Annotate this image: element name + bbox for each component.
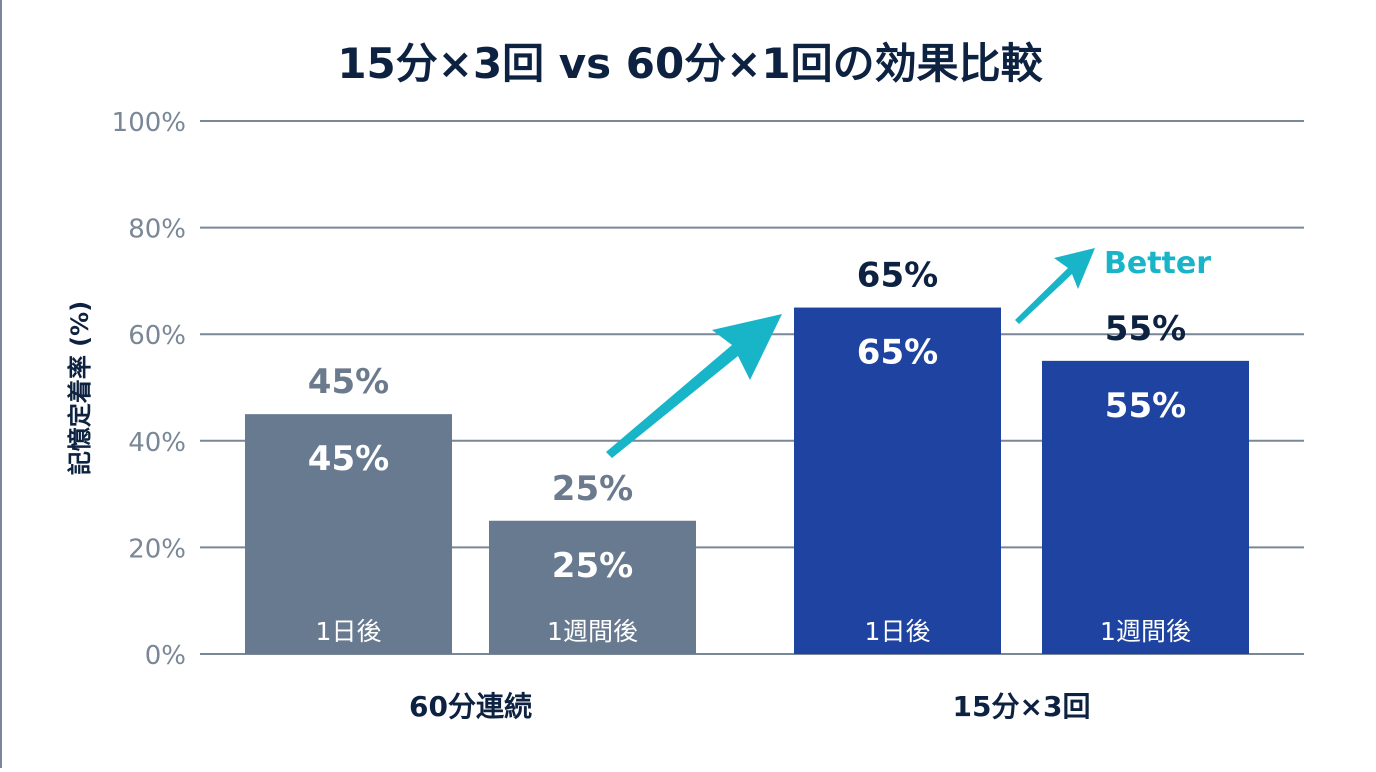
bar-category-label: 1日後: [865, 617, 931, 646]
bar-category-label: 1週間後: [547, 617, 638, 646]
bar-value-label-above: 25%: [552, 469, 633, 509]
y-tick-label: 100%: [112, 108, 186, 138]
y-axis-label: 記憶定着率 (%): [66, 301, 94, 475]
chart-title: 15分×3回 vs 60分×1回の効果比較: [337, 39, 1043, 88]
group-label: 60分連続: [409, 690, 532, 723]
better-annotation: Better: [1104, 246, 1211, 281]
bar-value-label-inside: 45%: [308, 439, 389, 479]
bar-value-label-above: 45%: [308, 362, 389, 402]
y-tick-label: 40%: [128, 428, 186, 458]
trend-arrow-icon: [1015, 248, 1095, 324]
bar-value-label-above: 65%: [857, 256, 938, 296]
bar-value-label-inside: 55%: [1105, 386, 1186, 426]
bar: [245, 414, 452, 654]
trend-arrow-icon: [606, 314, 782, 458]
y-tick-label: 60%: [128, 321, 186, 351]
bar: [489, 520, 696, 654]
bar-value-label-above: 55%: [1105, 309, 1186, 349]
group-label: 15分×3回: [953, 690, 1091, 723]
y-tick-label: 80%: [128, 215, 186, 245]
y-tick-label: 0%: [145, 641, 186, 671]
bar-value-label-inside: 25%: [552, 546, 633, 586]
bar-category-label: 1週間後: [1100, 617, 1191, 646]
bar-category-label: 1日後: [316, 617, 382, 646]
bar: [794, 307, 1001, 654]
bar: [1042, 360, 1249, 654]
y-tick-label: 20%: [128, 534, 186, 564]
bar-value-label-inside: 65%: [857, 333, 938, 373]
